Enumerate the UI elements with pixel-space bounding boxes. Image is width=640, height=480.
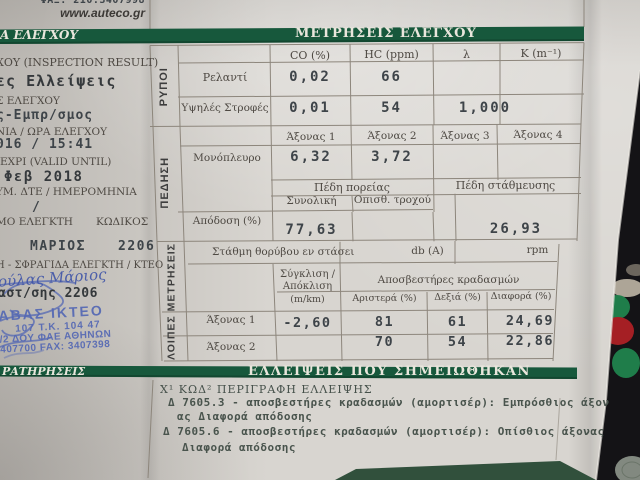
alignment-header: Σύγκλιση / Απόκλιση xyxy=(280,269,335,292)
section-label-emissions: ΡΥΠΟΙ xyxy=(158,67,171,107)
emissions-idle-co: 0,02 xyxy=(289,69,331,85)
efficiency-label: Απόδοση (%) xyxy=(192,215,262,227)
emissions-row-label: Ρελαντί xyxy=(202,71,248,84)
date-time-label: ΝΙΑ / ΩΡΑ ΕΛΕΓΧΟΥ xyxy=(0,126,108,138)
parking-brake-header: Πέδη στάθμευσης xyxy=(455,179,556,192)
valid-until-label: EXPI (VALID UNTIL) xyxy=(0,156,112,168)
fabric-object xyxy=(615,456,640,480)
fabric-green-dot xyxy=(612,348,640,378)
service-total-value: 77,63 xyxy=(285,222,338,238)
fabric-pattern xyxy=(611,279,640,297)
emissions-col-lambda: λ xyxy=(463,48,470,61)
noise-db-unit: db (A) xyxy=(411,245,444,257)
measurements-bar xyxy=(0,26,584,44)
deficiencies-bar-title: ΕΛΛΕΙΨΕΙΣ ΠΟΥ ΣΗΜΕΙΩΘΗΚΑΝ xyxy=(248,364,531,379)
inspector-name-label: ΜΟ ΕΛΕΓΚΤΗ xyxy=(0,216,73,228)
braking-axle2-header: Άξονας 2 xyxy=(367,130,417,142)
shock-diff-header: Διαφορά (%) xyxy=(490,291,552,302)
fabric-green-dot xyxy=(604,295,630,319)
pen-scribbles xyxy=(0,280,76,359)
station-code-line: αστ/σης 2206 xyxy=(0,286,98,301)
axle1-diff-value: 24,69 xyxy=(505,313,555,329)
braking-axle3-header: Άξονας 3 xyxy=(440,130,490,142)
parking-brake-value: 26,93 xyxy=(489,221,543,237)
emissions-row-label: Υψηλές Στροφές xyxy=(181,102,269,114)
measurements-bar-title: ΜΕΤΡΗΣΕΙΣ ΕΛΕΓΧΟΥ xyxy=(295,26,477,41)
deficiencies-bar-shade xyxy=(0,374,577,379)
braking-axle1-header: Άξονας 1 xyxy=(286,131,336,143)
fabric-pattern xyxy=(626,264,640,276)
deficiency-list-header: Χ¹ ΚΩΔ² ΠΕΡΙΓΡΑΦΗ ΕΛΛΕΙΨΗΣ xyxy=(160,383,373,396)
deficiency-item-line: Δ 7605.6 - αποσβεστήρες κραδασμών (αμορτ… xyxy=(163,425,605,438)
rear-wheel-header: Οπισθ. τροχού xyxy=(353,194,432,206)
inspector-code-label: ΚΩΔΙΚΟΣ xyxy=(96,216,149,228)
axle2-diff-value: 22,86 xyxy=(505,333,555,349)
emissions-idle-hc: 66 xyxy=(381,69,402,85)
service-total-header: Συνολική xyxy=(286,195,337,207)
inspection-result-value: ες Ελλείψεις xyxy=(0,72,117,90)
inspection-result-label: ΧΟΥ (INSPECTION RESULT) xyxy=(0,56,159,69)
emissions-col-hc: HC (ppm) xyxy=(364,48,419,61)
axle1-alignment-value: -2,60 xyxy=(283,315,332,331)
check-kind-value: ς-Εμπρ/σμος xyxy=(0,108,94,123)
shock-left-header: Αριστερά (%) xyxy=(352,293,417,304)
alignment-unit: (m/km) xyxy=(290,294,325,305)
results-bar-label: Α ΕΛΕΓΧΟΥ xyxy=(0,28,78,42)
emissions-highrev-co: 0,01 xyxy=(289,100,331,116)
emissions-col-co: CO (%) xyxy=(290,49,330,62)
measurements-bar-shade xyxy=(0,39,584,44)
shock-right-header: Δεξιά (%) xyxy=(434,292,481,303)
axle2-right-value: 54 xyxy=(447,334,468,350)
background-fabric xyxy=(596,70,640,480)
deficiency-item-line: Δ 7605.3 - αποσβεστήρες κραδασμών (αμορτ… xyxy=(168,396,610,409)
braking-axle4-header: Άξονας 4 xyxy=(513,129,563,141)
axle1-right-value: 61 xyxy=(447,314,468,330)
website-url: www.auteco.gr xyxy=(60,6,145,20)
emissions-highrev-lambda: 1,000 xyxy=(458,100,512,116)
axle2-left-value: 70 xyxy=(374,334,395,350)
noise-rpm-unit: rpm xyxy=(526,244,549,256)
valid-until-value: Φεβ 2018 xyxy=(4,169,84,185)
section-label-braking: ΠΕΔΗΣΗ xyxy=(159,156,172,209)
axle1-left-value: 81 xyxy=(374,314,395,330)
deficiency-item-line: Διαφορά απόδοσης xyxy=(182,441,296,454)
braking-single-side-axle1: 6,32 xyxy=(290,149,332,165)
section-label-other-measurements: ΛΟΙΠΕΣ ΜΕΤΡΗΣΕΙΣ xyxy=(165,243,178,360)
stamp-caption: Η - ΣΦΡΑΓΙΔΑ ΕΛΕΓΚΤΗ / ΚΤΕΟ xyxy=(0,260,164,271)
braking-single-side-axle2: 3,72 xyxy=(371,149,413,165)
other-axle1-label: Άξονας 1 xyxy=(206,314,256,326)
paper-edge xyxy=(595,69,640,480)
inspector-name-value: ΜΑΡΙΟΣ xyxy=(30,239,86,254)
bottom-background-strip xyxy=(335,461,596,480)
braking-single-side-label: Μονόπλευρο xyxy=(193,152,261,164)
deficiency-item-line: ας Διαφορά απόδοσης xyxy=(177,410,313,423)
observations-bar-label: ΡΑΤΗΡΗΣΕΙΣ xyxy=(2,365,86,378)
other-axle2-label: Άξονας 2 xyxy=(206,341,256,353)
shock-absorbers-header: Αποσβεστήρες κραδασμών xyxy=(377,274,520,286)
date-time-value: 016 / 15:41 xyxy=(0,137,94,152)
fabric-object-ring xyxy=(621,461,640,479)
noise-level-label: Στάθμη θορύβου εν στάσει xyxy=(212,246,355,258)
fax-number: ΦΑΞ: 210.3407998 xyxy=(40,0,145,6)
service-brake-header: Πέδη πορείας xyxy=(314,181,390,194)
fabric-red-dot xyxy=(602,317,634,345)
emissions-highrev-hc: 54 xyxy=(381,100,402,116)
inspector-code-value: 2206 xyxy=(118,239,156,254)
dte-date-value: / xyxy=(32,200,40,215)
check-kind-label: Σ ΕΛΕΓΧΟΥ xyxy=(0,95,60,107)
emissions-col-k: K (m⁻¹) xyxy=(520,47,562,60)
dte-date-label: ΥΜ. ΔΤΕ / ΗΜΕΡΟΜΗΝΙΑ xyxy=(0,186,137,198)
